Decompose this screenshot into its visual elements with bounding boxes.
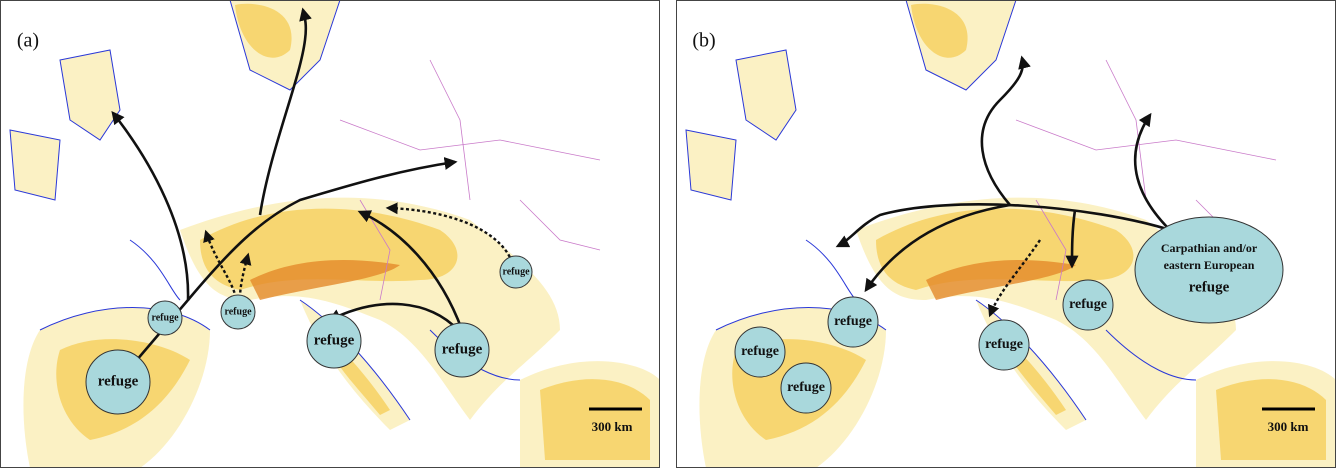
refuge-label: refuge [985,337,1023,352]
refuge-label: refuge [442,341,483,357]
scale-label: 300 km [592,419,633,434]
panel-label: (b) [692,30,715,52]
refuge-label: refuge [151,312,179,323]
refuge-label: refuge [834,314,872,329]
refuge-label: refuge [502,266,530,277]
panel-label: (a) [17,30,39,52]
panel-a: (a) refuge refuge refuge refuge refuge r… [0,0,660,468]
refuge-label: refuge [787,380,825,395]
panel-b: (b) refuge refuge refuge refuge refuge C… [676,0,1336,468]
figure: (a) refuge refuge refuge refuge refuge r… [0,0,1336,468]
refuge-label: refuge [314,332,355,348]
scale-label: 300 km [1268,419,1309,434]
refuge-label: refuge [1069,297,1107,312]
refuge-label: refuge [224,306,252,317]
refuge-caption: Carpathian and/or [1161,241,1258,255]
refuge-label: refuge [1189,279,1230,295]
refuge-label: refuge [98,373,139,389]
refuge-caption: eastern European [1164,258,1255,272]
refuge-label: refuge [741,344,779,359]
